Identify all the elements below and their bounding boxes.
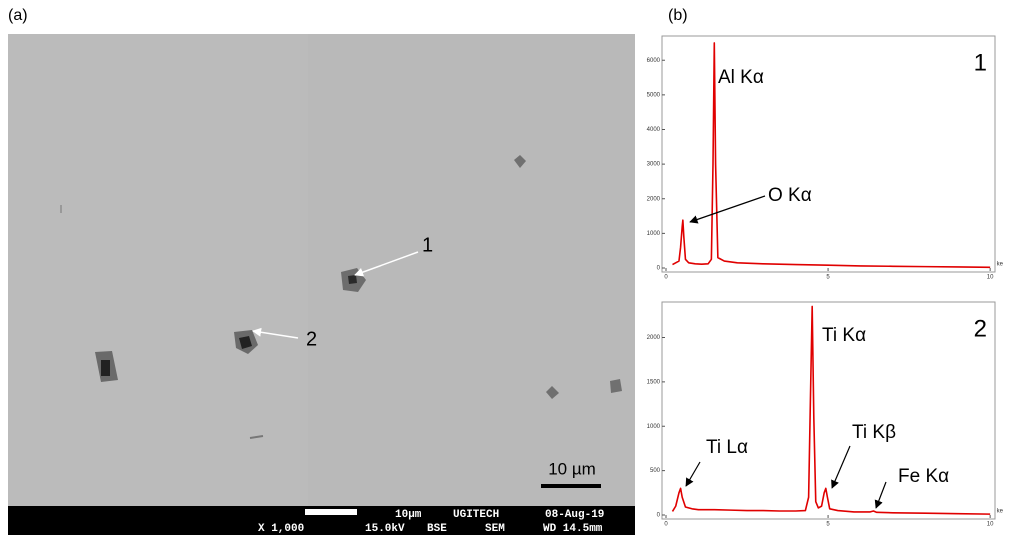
y-tick-label: 4000: [647, 127, 661, 133]
sem-image: 1 2 10 µm: [8, 34, 635, 535]
spectrum: [672, 42, 991, 269]
x-tick-label: 5: [826, 522, 830, 528]
info-text: X 1,000: [258, 523, 304, 535]
x-tick-label: 10: [987, 275, 994, 281]
info-text: UGITECH: [453, 509, 499, 521]
peak-label: Fe Kα: [898, 466, 949, 487]
y-tick-label: 0: [657, 513, 661, 519]
peak-label: Ti Lα: [706, 437, 748, 458]
panel-label: (a): [8, 7, 28, 24]
peak-arrow: [689, 195, 766, 224]
x-axis-label: ke: [997, 509, 1004, 515]
x-tick-label: 0: [664, 275, 668, 281]
particle-marker: 2: [306, 328, 317, 350]
y-tick-label: 500: [650, 468, 661, 474]
y-tick-label: 5000: [647, 92, 661, 98]
x-tick-label: 10: [987, 522, 994, 528]
info-text: 10µm: [395, 509, 422, 521]
peak-label: O Kα: [768, 185, 812, 206]
x-tick-label: 0: [664, 522, 668, 528]
info-text: 08-Aug-19: [545, 509, 604, 521]
x-axis-label: ke: [997, 262, 1004, 268]
panel-number: 1: [974, 49, 987, 76]
peak-label: Ti Kβ: [852, 422, 896, 443]
peak-label: Al Kα: [718, 67, 764, 88]
info-text: SEM: [485, 523, 505, 535]
peak-arrow: [874, 481, 887, 509]
y-tick-label: 6000: [647, 58, 661, 64]
y-tick-label: 1500: [647, 379, 661, 385]
plot-frame: [661, 35, 996, 273]
info-text: BSE: [427, 523, 447, 535]
peak-arrow: [831, 445, 851, 489]
y-tick-label: 2000: [647, 335, 661, 341]
y-tick-label: 1000: [647, 424, 661, 430]
scale-label: 10 µm: [548, 459, 596, 478]
plot-frame: [661, 301, 996, 520]
info-text: WD 14.5mm: [543, 523, 603, 535]
y-tick-label: 3000: [647, 162, 661, 168]
panel-number: 2: [974, 315, 987, 342]
x-tick-label: 5: [826, 275, 830, 281]
peak-label: Ti Kα: [822, 325, 866, 346]
panel-label: (b): [668, 7, 688, 24]
spectrum: [671, 305, 991, 515]
y-tick-label: 0: [657, 266, 661, 272]
peak-arrow: [685, 461, 701, 487]
y-tick-label: 1000: [647, 231, 661, 237]
info-text: 15.0kV: [365, 523, 405, 535]
y-tick-label: 2000: [647, 196, 661, 202]
particle-marker: 1: [422, 234, 433, 256]
